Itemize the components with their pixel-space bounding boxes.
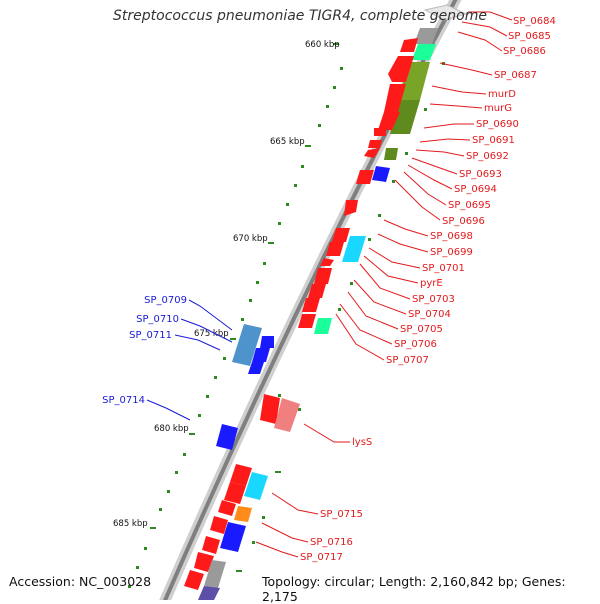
right-labels: SP_0684 SP_0685 SP_0686 SP_0687 murD mur… (300, 16, 556, 563)
gene-sp0684 (423, 4, 468, 21)
gene-red-2 (384, 84, 406, 112)
tick-label: 660 kbp (305, 40, 340, 50)
ruler (128, 43, 445, 588)
gene-sp0699 (342, 236, 366, 262)
gene-sp0717 (220, 522, 246, 552)
gene-sp0695 (372, 166, 390, 182)
gene-label: SP_0703 (412, 294, 455, 305)
gene-sp0711 (252, 348, 270, 362)
tick-label: 665 kbp (270, 137, 305, 147)
gene-purple-bottom (198, 586, 220, 600)
gene-label: SP_0705 (400, 324, 443, 335)
ruler-tick-685 (150, 527, 156, 529)
gene-red-12 (224, 482, 246, 504)
gene-sp0703 (308, 284, 326, 298)
ruler-tick-660 (333, 43, 339, 45)
ruler-tick-675 (230, 338, 236, 340)
left-labels: SP_0709 SP_0710 SP_0711 SP_0714 (102, 295, 187, 406)
gene-red-16 (194, 552, 214, 572)
gene-sp0709 (232, 324, 262, 366)
gene-red-11 (230, 464, 252, 486)
gene-red-6 (364, 148, 380, 158)
gene-label: SP_0704 (408, 309, 451, 320)
gene-label: SP_0707 (386, 355, 429, 366)
gene-blue-small (248, 362, 264, 374)
gene-label: SP_0701 (422, 263, 465, 274)
gene-label: murG (484, 103, 512, 114)
gene-label: SP_0717 (300, 552, 343, 563)
gene-red-1 (388, 56, 414, 82)
gene-sp0705 (298, 314, 316, 328)
gene-label: SP_0711 (129, 330, 172, 341)
gene-red-14 (210, 516, 228, 534)
gene-sp0687 (400, 38, 418, 52)
right-label-lines (255, 11, 513, 558)
gene-label: SP_0684 (513, 16, 556, 27)
gene-label: SP_0710 (136, 314, 179, 325)
gene-red-8 (332, 228, 350, 242)
gene-pyrE (314, 268, 332, 284)
gene-sp0710 (260, 336, 274, 348)
gene-label: SP_0699 (430, 247, 473, 258)
left-label-lines (146, 299, 233, 421)
gene-red-4 (374, 128, 386, 136)
gene-label: SP_0709 (144, 295, 187, 306)
gene-label: lysS (352, 437, 372, 448)
gene-features (184, 4, 468, 600)
gene-red-10 (260, 394, 280, 424)
gene-label: SP_0706 (394, 339, 437, 350)
page-title: Streptococcus pneumoniae TIGR4, complete… (113, 8, 487, 24)
gene-label: SP_0687 (494, 70, 537, 81)
gene-label: SP_0715 (320, 509, 363, 520)
gene-grey-bottom (204, 560, 226, 588)
ruler-minor-ticks (128, 62, 445, 588)
ruler-tick-670 (268, 242, 274, 244)
gene-label: SP_0690 (476, 119, 519, 130)
gene-sp0696 (344, 200, 358, 216)
gene-sp0714 (216, 424, 238, 450)
gene-red-9 (326, 242, 344, 256)
gene-label: SP_0692 (466, 151, 509, 162)
gene-red-3 (378, 112, 400, 130)
gene-label: pyrE (420, 278, 443, 289)
gene-label: SP_0685 (508, 31, 551, 42)
gene-label: SP_0693 (459, 169, 502, 180)
gene-sp0706 (314, 318, 332, 334)
tick-label: 680 kbp (154, 424, 189, 434)
gene-label: SP_0694 (454, 184, 497, 195)
gene-label: SP_0716 (310, 537, 353, 548)
gene-red-5 (368, 140, 382, 148)
tick-label: 675 kbp (194, 329, 229, 339)
tick-label: 670 kbp (233, 234, 268, 244)
gene-sp0715 (244, 472, 268, 500)
ruler-tick-680 (189, 433, 195, 435)
ruler-tick-665 (305, 145, 311, 147)
gene-label: SP_0686 (503, 46, 546, 57)
accession-text: Accession: NC_003028 (9, 574, 152, 589)
gene-sp0686 (412, 44, 436, 60)
gene-sp0701 (320, 258, 334, 266)
gene-red-17 (184, 570, 204, 590)
gene-sp0692 (384, 148, 398, 160)
gene-sp0716 (234, 506, 252, 522)
tick-label: 685 kbp (113, 519, 148, 529)
gene-label: SP_0695 (448, 200, 491, 211)
tick-labels: 660 kbp 665 kbp 670 kbp 675 kbp 680 kbp … (113, 40, 340, 529)
gene-label: SP_0714 (102, 395, 145, 406)
gene-label: SP_0696 (442, 216, 485, 227)
gene-sp0704 (302, 298, 320, 312)
gene-lysS (274, 398, 300, 432)
gene-red-13 (218, 500, 236, 516)
gene-label: SP_0698 (430, 231, 473, 242)
gene-label: murD (488, 89, 516, 100)
gene-red-15 (202, 536, 220, 554)
gene-sp0685 (414, 28, 438, 44)
gene-label: SP_0691 (472, 135, 515, 146)
gene-red-7 (356, 170, 374, 184)
